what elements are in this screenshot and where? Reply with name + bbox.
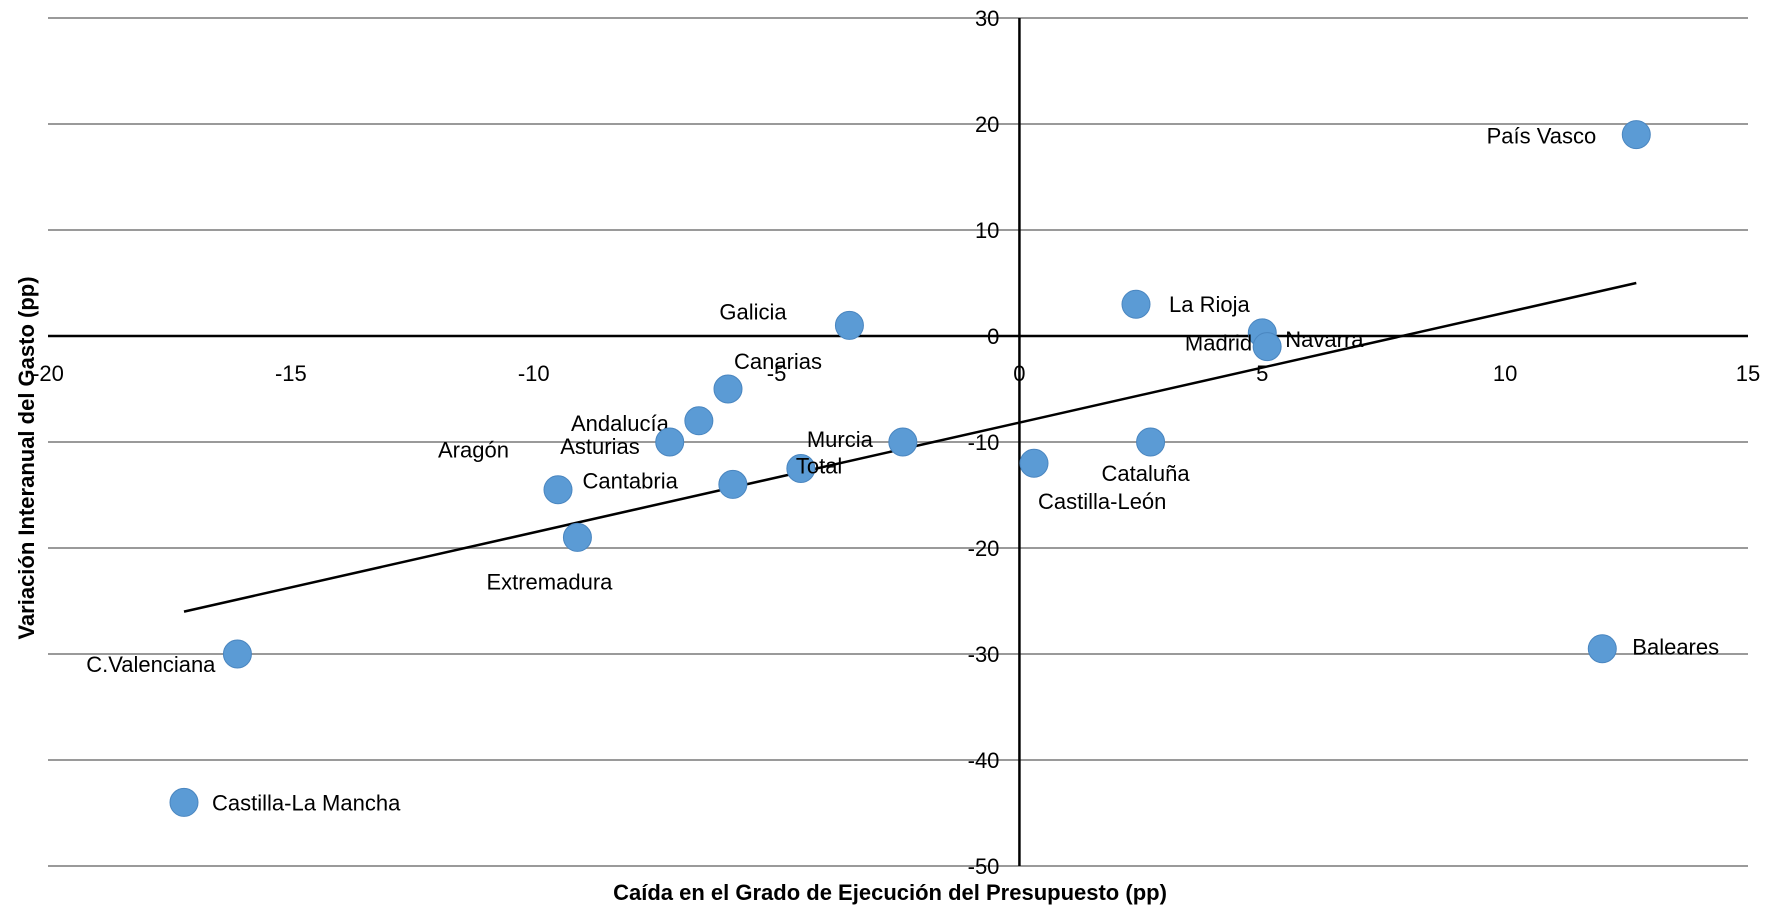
data-label: Total xyxy=(796,454,842,479)
x-tick-label: 10 xyxy=(1493,361,1517,386)
y-tick-label: 0 xyxy=(987,324,999,349)
data-label: Cantabria xyxy=(582,468,678,493)
gridlines xyxy=(48,17,1748,867)
y-tick-label: -10 xyxy=(968,430,1000,455)
y-tick-label: 30 xyxy=(975,6,999,31)
x-tick-label: -10 xyxy=(518,361,550,386)
axes xyxy=(48,18,1748,866)
x-tick-label: 0 xyxy=(1013,361,1025,386)
y-tick-label: -50 xyxy=(968,854,1000,879)
y-tick-label: 20 xyxy=(975,112,999,137)
data-label: Murcia xyxy=(807,427,874,452)
data-label: La Rioja xyxy=(1169,292,1250,317)
data-point xyxy=(834,310,864,340)
data-point xyxy=(1121,289,1151,319)
data-point xyxy=(888,427,918,457)
x-tick-label: -15 xyxy=(275,361,307,386)
data-point xyxy=(222,639,252,669)
data-point xyxy=(1621,120,1651,150)
data-points: País Vasco La Rioja Navarra Madrid Galicia Ca… xyxy=(86,120,1719,817)
y-axis-title: Variación Interanual del Gasto (pp) xyxy=(14,276,39,639)
x-tick-label: -20 xyxy=(32,361,64,386)
data-label: Aragón xyxy=(438,438,509,463)
data-point xyxy=(1252,332,1282,362)
x-tick-label: -5 xyxy=(767,361,787,386)
data-point xyxy=(684,406,714,436)
data-label: Castilla-La Mancha xyxy=(212,790,401,815)
y-tick-label: 10 xyxy=(975,218,999,243)
data-label: Galicia xyxy=(719,299,787,324)
data-label: Cataluña xyxy=(1102,461,1191,486)
data-label: Baleares xyxy=(1632,635,1719,660)
data-label: Castilla-León xyxy=(1038,489,1166,514)
data-label: Asturias xyxy=(560,434,639,459)
data-point xyxy=(169,787,199,817)
data-label: Navarra xyxy=(1285,327,1364,352)
x-axis-title: Caída en el Grado de Ejecución del Presu… xyxy=(613,880,1167,905)
y-tick-label: -40 xyxy=(968,748,1000,773)
data-label: Madrid xyxy=(1185,331,1252,356)
data-point xyxy=(562,522,592,552)
data-label: Canarias xyxy=(734,349,822,374)
data-point xyxy=(718,469,748,499)
data-label: País Vasco xyxy=(1487,124,1597,149)
y-tick-label: -30 xyxy=(968,642,1000,667)
x-tick-label: 15 xyxy=(1736,361,1760,386)
data-point xyxy=(1136,427,1166,457)
x-tick-label: 5 xyxy=(1256,361,1268,386)
data-label: C.Valenciana xyxy=(86,652,216,677)
y-tick-label: -20 xyxy=(968,536,1000,561)
data-point xyxy=(543,475,573,505)
data-point xyxy=(655,427,685,457)
data-point xyxy=(1587,634,1617,664)
data-point xyxy=(786,454,816,483)
data-point xyxy=(1019,448,1049,478)
data-label: Andalucía xyxy=(571,411,670,436)
data-point xyxy=(713,374,743,404)
data-label: Extremadura xyxy=(486,569,613,594)
